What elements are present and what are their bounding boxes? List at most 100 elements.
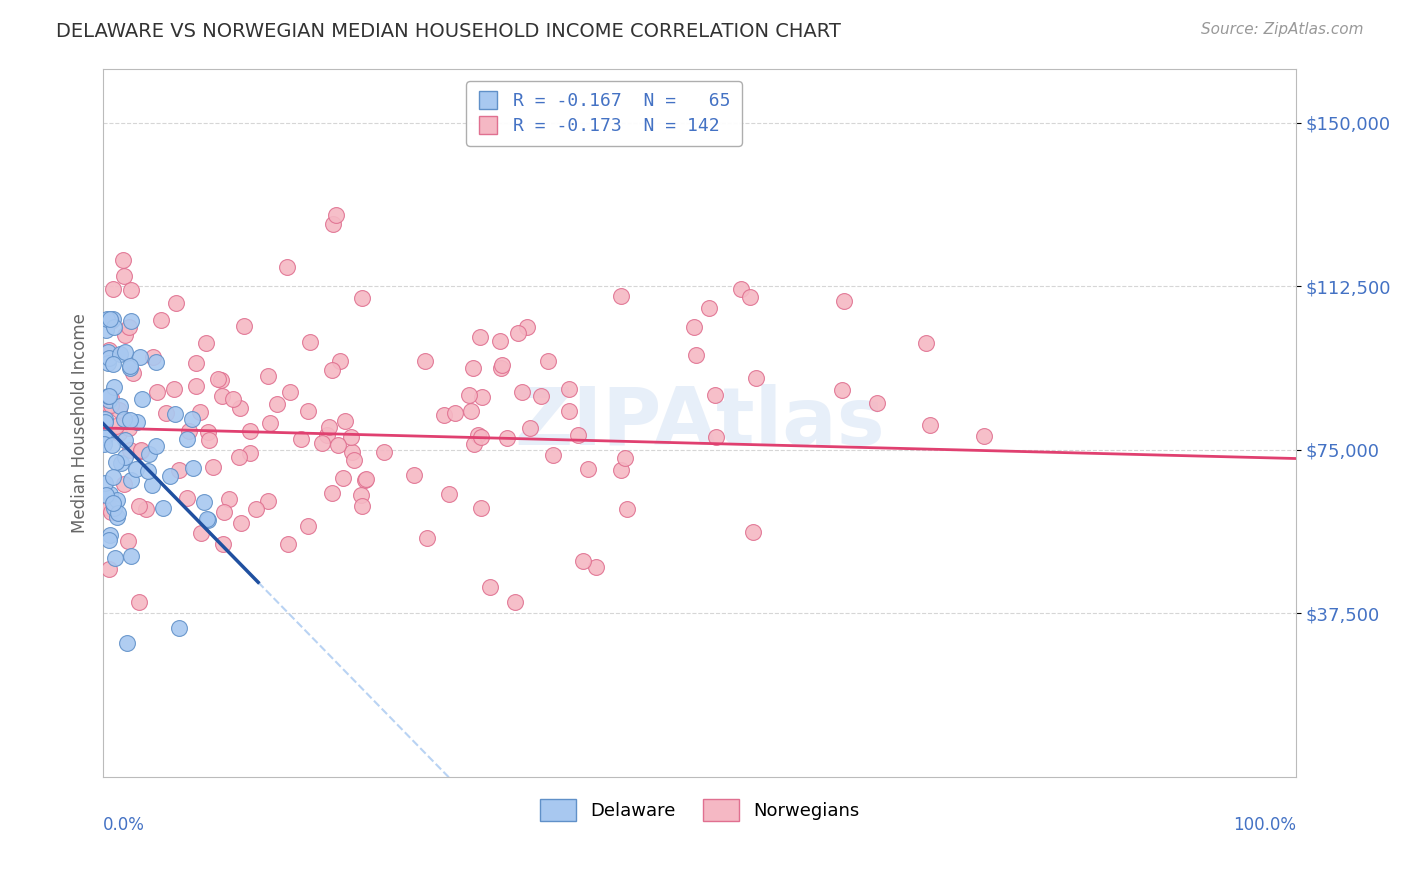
Point (184, 379, 207, 393)
Point (232, 318, 254, 333)
Point (239, 424, 262, 438)
Point (107, 506, 129, 520)
Point (93, 437, 115, 451)
Point (96, 323, 118, 337)
Point (101, 282, 124, 296)
Point (350, 488, 373, 502)
Point (576, 461, 599, 475)
Point (212, 505, 235, 519)
Point (101, 496, 124, 510)
Point (460, 403, 482, 417)
Point (120, 413, 142, 427)
Point (198, 433, 221, 447)
Point (98, 389, 121, 403)
Point (110, 456, 132, 470)
Point (114, 433, 136, 447)
Text: 100.0%: 100.0% (1233, 815, 1296, 833)
Point (744, 371, 766, 385)
Point (188, 405, 211, 419)
Point (321, 486, 343, 500)
Point (558, 404, 581, 418)
Point (332, 471, 354, 485)
Point (120, 549, 142, 563)
Point (118, 421, 141, 435)
Point (297, 518, 319, 533)
Point (195, 512, 218, 526)
Point (94, 488, 117, 502)
Point (145, 439, 167, 453)
Point (97, 533, 120, 548)
Point (112, 412, 135, 426)
Point (105, 510, 128, 524)
Point (491, 359, 513, 373)
Point (152, 500, 174, 515)
Point (197, 513, 219, 527)
Point (112, 269, 135, 284)
Point (98, 562, 121, 576)
Point (100, 505, 122, 519)
Point (503, 595, 526, 609)
Point (110, 399, 132, 413)
Point (228, 450, 250, 465)
Point (682, 319, 704, 334)
Point (276, 260, 298, 274)
Point (101, 438, 124, 452)
Point (97, 389, 120, 403)
Point (321, 363, 343, 377)
Text: ZIPAtlas: ZIPAtlas (515, 384, 884, 461)
Point (585, 560, 607, 574)
Point (128, 499, 150, 513)
Point (97, 345, 120, 359)
Point (138, 447, 160, 461)
Point (114, 344, 136, 359)
Point (211, 389, 233, 403)
Point (114, 450, 136, 464)
Point (103, 312, 125, 326)
Point (413, 354, 436, 368)
Point (572, 554, 595, 568)
Point (103, 500, 125, 515)
Point (468, 330, 491, 344)
Point (201, 459, 224, 474)
Point (122, 366, 145, 380)
Point (257, 369, 280, 384)
Point (415, 531, 437, 545)
Point (340, 430, 363, 444)
Point (353, 473, 375, 487)
Point (259, 417, 281, 431)
Point (463, 437, 485, 451)
Point (697, 301, 720, 315)
Y-axis label: Median Household Income: Median Household Income (72, 312, 89, 533)
Point (229, 516, 252, 530)
Point (211, 537, 233, 551)
Point (169, 463, 191, 477)
Point (108, 403, 131, 417)
Point (131, 392, 153, 407)
Point (278, 385, 301, 400)
Point (298, 334, 321, 349)
Point (93, 415, 115, 429)
Point (218, 491, 240, 506)
Point (94, 475, 117, 490)
Point (94, 430, 117, 444)
Point (98, 501, 121, 516)
Point (831, 384, 853, 398)
Point (146, 385, 169, 400)
Point (155, 406, 177, 420)
Point (256, 493, 278, 508)
Point (96, 312, 118, 326)
Text: DELAWARE VS NORWEGIAN MEDIAN HOUSEHOLD INCOME CORRELATION CHART: DELAWARE VS NORWEGIAN MEDIAN HOUSEHOLD I… (56, 22, 841, 41)
Point (479, 580, 502, 594)
Point (100, 398, 122, 412)
Point (470, 500, 492, 515)
Point (437, 487, 460, 501)
Point (866, 396, 889, 410)
Point (245, 501, 267, 516)
Point (118, 319, 141, 334)
Point (145, 355, 167, 369)
Point (616, 501, 638, 516)
Point (129, 443, 152, 458)
Point (311, 435, 333, 450)
Point (373, 445, 395, 459)
Point (98, 351, 121, 365)
